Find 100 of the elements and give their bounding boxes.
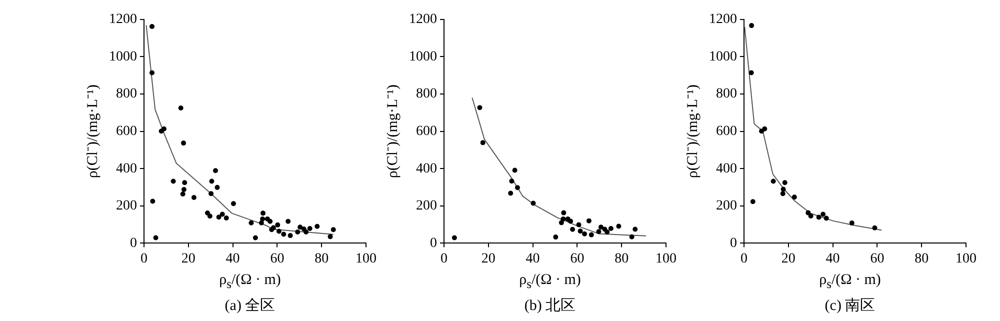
point bbox=[298, 224, 303, 230]
point bbox=[281, 232, 286, 237]
y-axis-title: ρ(Cl⁻)/(mg·L⁻¹) bbox=[684, 84, 701, 178]
point bbox=[307, 226, 312, 231]
y-tick-label: 200 bbox=[716, 198, 737, 214]
point bbox=[153, 235, 158, 240]
point bbox=[214, 184, 220, 190]
point bbox=[170, 178, 176, 184]
x-tick-label: 100 bbox=[956, 251, 976, 266]
point bbox=[576, 222, 582, 228]
point bbox=[328, 234, 333, 240]
x-tick-label: 60 bbox=[270, 251, 284, 266]
y-tick-label: 600 bbox=[416, 124, 437, 139]
point bbox=[178, 105, 184, 110]
text: (b) 北区 bbox=[523, 296, 576, 315]
y-tick-label: 0 bbox=[130, 236, 137, 251]
point bbox=[212, 168, 218, 174]
point bbox=[816, 214, 822, 220]
point bbox=[208, 191, 214, 196]
y-tick-label: 400 bbox=[416, 161, 437, 176]
point bbox=[824, 216, 829, 221]
point bbox=[180, 191, 186, 196]
point bbox=[181, 186, 186, 192]
point bbox=[616, 224, 622, 229]
point bbox=[808, 213, 814, 218]
point bbox=[806, 210, 811, 216]
y-tick-label: 1200 bbox=[409, 12, 437, 28]
point bbox=[608, 226, 614, 231]
point bbox=[258, 220, 264, 226]
point bbox=[553, 234, 558, 240]
point bbox=[288, 233, 293, 238]
point bbox=[570, 226, 576, 232]
point bbox=[792, 194, 797, 200]
text: (c) 南区 bbox=[824, 296, 876, 315]
point bbox=[849, 220, 854, 226]
y-tick-label: 1000 bbox=[109, 49, 137, 64]
y-tick-label: 1200 bbox=[109, 12, 137, 28]
x-tick-label: 20 bbox=[781, 251, 796, 266]
x-tick-label: 0 bbox=[740, 251, 748, 266]
y-tick-label: 1000 bbox=[409, 49, 437, 64]
x-tick-label: 0 bbox=[440, 251, 448, 266]
point bbox=[560, 216, 566, 222]
point bbox=[477, 105, 482, 110]
point bbox=[558, 220, 564, 226]
x-axis-title: ρ$_{s}$/(Ω · m) bbox=[818, 272, 881, 292]
point bbox=[216, 214, 222, 220]
point bbox=[149, 70, 154, 76]
x-tick-label: 80 bbox=[914, 251, 929, 266]
point bbox=[207, 214, 212, 219]
point bbox=[150, 198, 156, 204]
point bbox=[260, 216, 266, 222]
x-tick-label: 80 bbox=[314, 251, 329, 266]
point bbox=[480, 140, 486, 146]
point bbox=[596, 229, 602, 234]
point bbox=[629, 234, 634, 240]
y-tick-label: 0 bbox=[430, 236, 437, 251]
point bbox=[561, 210, 566, 216]
x-tick-label: 60 bbox=[870, 251, 884, 266]
y-tick-label: 1200 bbox=[709, 12, 737, 28]
point bbox=[295, 230, 300, 235]
point bbox=[578, 228, 583, 234]
x-tick-label: 20 bbox=[181, 251, 196, 266]
point bbox=[782, 180, 788, 186]
x-tick-label: 40 bbox=[826, 251, 840, 266]
point bbox=[314, 224, 320, 229]
point bbox=[748, 70, 754, 76]
point bbox=[820, 212, 826, 217]
point bbox=[780, 186, 786, 192]
y-tick-label: 400 bbox=[716, 161, 737, 176]
y-tick-label: 200 bbox=[116, 198, 137, 214]
y-axis-title: ρ(Cl⁻)/(mg·L⁻¹) bbox=[384, 84, 401, 178]
y-tick-label: 800 bbox=[416, 86, 437, 102]
point bbox=[260, 210, 266, 216]
y-tick-label: 0 bbox=[730, 236, 737, 251]
x-tick-label: 40 bbox=[526, 251, 540, 266]
point bbox=[530, 200, 536, 206]
x-axis-title: ρ$_{s}$/(Ω · m) bbox=[218, 272, 281, 292]
y-tick-label: 600 bbox=[116, 124, 137, 139]
point bbox=[220, 212, 225, 217]
x-tick-label: 80 bbox=[614, 251, 629, 266]
point bbox=[268, 218, 273, 224]
y-tick-label: 1000 bbox=[709, 49, 737, 64]
x-axis-title: ρ$_{s}$/(Ω · m) bbox=[518, 272, 581, 292]
point bbox=[452, 235, 457, 240]
point bbox=[514, 185, 520, 190]
x-tick-label: 100 bbox=[656, 251, 676, 266]
text: (a) 全区 bbox=[224, 297, 276, 315]
point bbox=[161, 126, 166, 132]
point bbox=[780, 191, 786, 196]
point bbox=[509, 178, 514, 184]
y-tick-label: 400 bbox=[116, 161, 137, 176]
point bbox=[512, 168, 518, 173]
point bbox=[770, 178, 776, 184]
point bbox=[330, 227, 336, 232]
point bbox=[182, 180, 188, 186]
point bbox=[230, 201, 236, 206]
point bbox=[301, 226, 306, 232]
y-axis-title: ρ(Cl⁻)/(mg·L⁻¹) bbox=[84, 84, 101, 178]
point bbox=[872, 225, 878, 230]
y-tick-label: 600 bbox=[716, 124, 737, 139]
